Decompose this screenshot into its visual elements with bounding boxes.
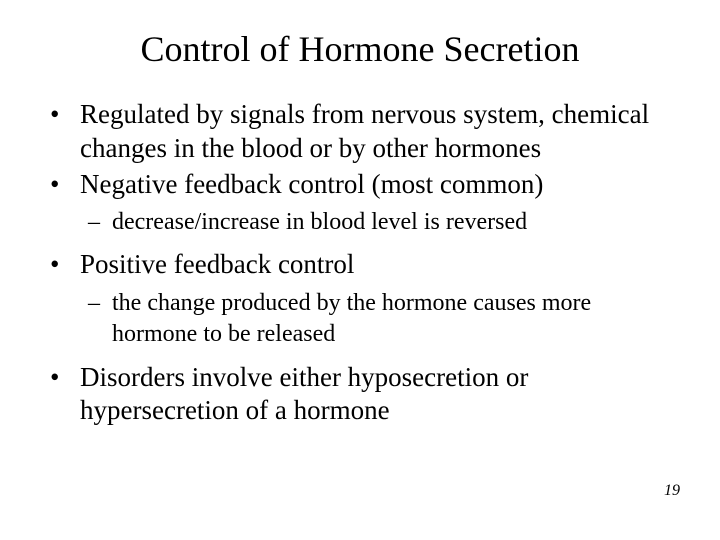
page-number: 19 — [664, 482, 680, 500]
list-item: Negative feedback control (most common) — [40, 168, 680, 202]
page-title: Control of Hormone Secretion — [40, 28, 680, 70]
sub-list-item: decrease/increase in blood level is reve… — [40, 207, 680, 238]
list-item: Positive feedback control — [40, 248, 680, 282]
list-item: Regulated by signals from nervous system… — [40, 98, 680, 166]
sub-list-item: the change produced by the hormone cause… — [40, 288, 680, 350]
list-item: Disorders involve either hyposecretion o… — [40, 361, 680, 429]
bullet-list: Regulated by signals from nervous system… — [40, 98, 680, 428]
